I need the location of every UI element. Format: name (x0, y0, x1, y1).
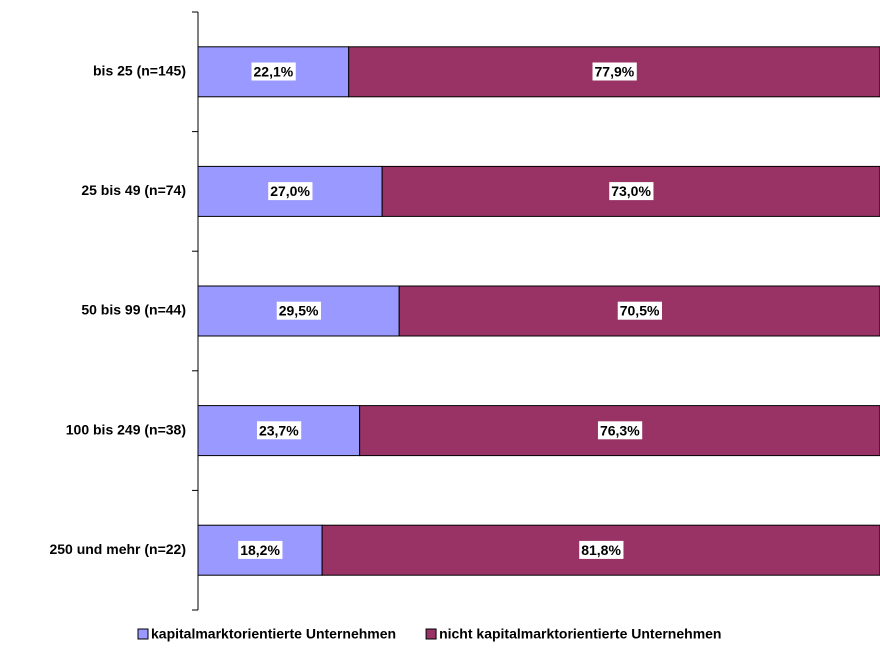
data-label-bg (609, 182, 654, 201)
data-label: 73,0% (611, 183, 651, 199)
data-label-bg (579, 540, 624, 559)
data-label-bg (268, 182, 313, 201)
y-tick-label: 100 bis 249 (n=38) (66, 421, 186, 437)
data-label-bg (617, 301, 662, 320)
y-tick-label: 50 bis 99 (n=44) (81, 302, 186, 318)
legend-label: kapitalmarktorientierte Unternehmen (151, 626, 396, 642)
legend-swatch (137, 628, 149, 640)
data-label-bg (238, 540, 283, 559)
data-label-bg (256, 421, 302, 440)
data-label-bg (592, 62, 637, 81)
data-label: 22,1% (254, 64, 294, 80)
data-label: 77,9% (595, 64, 635, 80)
y-tick-label: bis 25 (n=145) (93, 63, 186, 79)
data-label-bg (276, 301, 321, 320)
data-label: 29,5% (279, 303, 319, 319)
y-tick-label: 250 und mehr (n=22) (49, 541, 186, 557)
bar-segment (197, 285, 400, 337)
data-label: 70,5% (620, 303, 660, 319)
legend-swatch (425, 628, 437, 640)
legend-label: nicht kapitalmarktorientierte Unternehme… (439, 626, 721, 642)
data-label: 76,3% (600, 422, 640, 438)
data-label: 23,7% (259, 422, 299, 438)
data-label-bg (251, 62, 296, 81)
data-label: 27,0% (270, 183, 310, 199)
data-label: 81,8% (581, 542, 621, 558)
y-tick-label: 25 bis 49 (n=74) (81, 182, 186, 198)
data-label: 18,2% (240, 542, 280, 558)
data-label-bg (597, 421, 643, 440)
